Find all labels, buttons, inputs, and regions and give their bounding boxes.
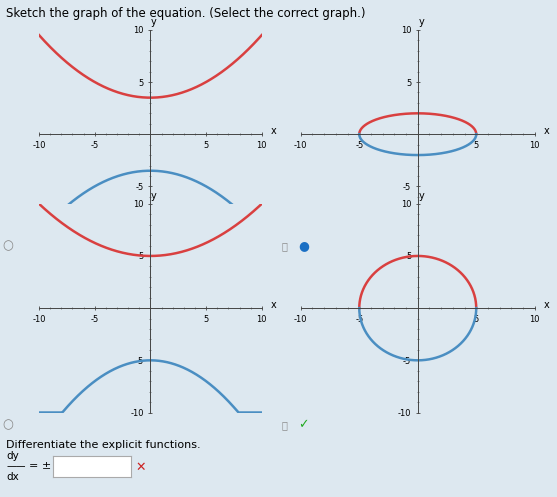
Text: ——: —— <box>7 461 26 471</box>
Text: ⓘ: ⓘ <box>281 241 287 251</box>
Text: Sketch the graph of the equation. (Select the correct graph.): Sketch the graph of the equation. (Selec… <box>6 7 365 20</box>
Text: ●: ● <box>298 240 309 252</box>
Text: Differentiate the explicit functions.: Differentiate the explicit functions. <box>6 440 200 450</box>
Text: dx: dx <box>7 472 19 482</box>
Text: ○: ○ <box>3 240 14 252</box>
Text: x: x <box>271 126 276 136</box>
Text: ✓: ✓ <box>298 418 309 431</box>
Text: dy: dy <box>7 451 19 461</box>
Text: ○: ○ <box>3 418 14 431</box>
Text: = ±: = ± <box>29 461 51 471</box>
Text: x: x <box>544 126 550 136</box>
Text: x: x <box>271 300 276 310</box>
Text: ⓘ: ⓘ <box>281 420 287 430</box>
Text: y: y <box>151 16 157 27</box>
Text: y: y <box>418 16 424 27</box>
Text: y: y <box>151 190 157 201</box>
Text: ✕: ✕ <box>135 461 146 474</box>
Text: x: x <box>544 300 550 310</box>
Text: y: y <box>418 190 424 201</box>
